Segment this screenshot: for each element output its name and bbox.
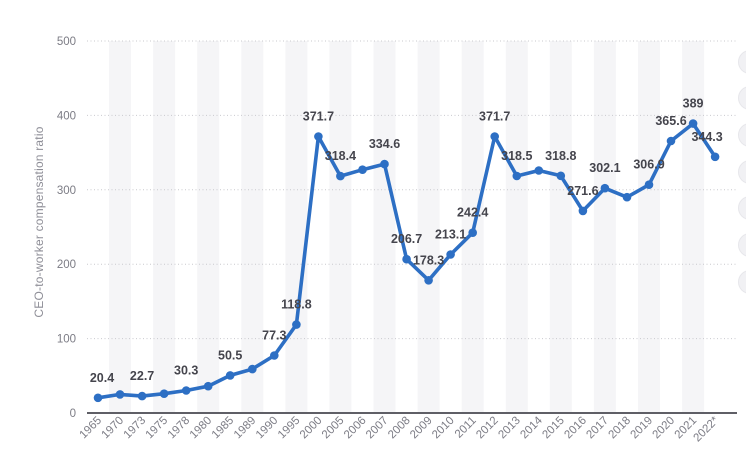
y-tick-label: 500 [57,36,76,48]
data-point[interactable] [446,250,455,259]
data-label: 318.4 [325,149,356,163]
category-stripes [109,41,705,413]
y-axis-labels: 0 100 200 300 400 500 [57,36,76,420]
x-tick-label: 2010 [430,415,457,442]
data-label: 178.3 [413,253,444,267]
data-point[interactable] [666,136,676,146]
x-tick-label: 1995 [276,415,303,442]
data-point[interactable] [402,254,411,264]
data-point[interactable] [292,320,301,329]
data-point[interactable] [336,171,345,181]
data-point[interactable] [468,228,478,237]
data-point[interactable] [622,192,632,202]
data-label: 344.3 [691,130,722,144]
data-point[interactable] [159,389,169,399]
x-tick-label: 1978 [166,415,193,442]
data-label: 302.1 [589,161,620,175]
data-point[interactable] [270,351,279,360]
x-tick-label: 2011 [453,415,479,441]
data-point[interactable] [115,390,125,399]
data-label: 206.7 [391,232,422,246]
data-point[interactable] [314,132,323,141]
x-tick-label: 2014 [518,414,545,441]
x-tick-label: 2013 [496,415,523,442]
x-tick-label: 2017 [584,415,611,442]
data-point[interactable] [578,206,588,216]
x-tick-label: 1990 [254,415,281,442]
x-tick-label: 2009 [408,415,435,442]
x-tick-label: 2018 [607,415,634,442]
data-point[interactable] [248,364,257,374]
y-tick-label: 0 [70,408,76,420]
data-point[interactable] [424,276,433,285]
data-point[interactable] [688,119,698,128]
data-label: 30.3 [174,364,198,378]
data-label: 118.8 [281,298,312,312]
data-point[interactable] [137,391,147,401]
x-tick-label: 1985 [210,415,237,442]
data-point[interactable] [490,132,500,141]
x-tick-label: 1970 [100,415,127,442]
data-point[interactable] [534,166,544,175]
data-label: 389 [683,97,704,111]
x-tick-label: 2019 [629,415,656,442]
x-tick-label: 2005 [320,415,347,442]
data-point[interactable] [181,386,191,395]
y-tick-label: 100 [57,334,76,346]
data-point[interactable] [512,171,522,181]
data-point[interactable] [358,165,367,174]
x-axis-labels: 1965197019731975197819801985198919901995… [78,414,722,444]
data-label: 77.3 [262,329,286,343]
x-tick-label: 1989 [232,415,259,442]
x-tick-label: 1980 [188,415,215,442]
y-tick-label: 200 [57,259,76,271]
data-label: 50.5 [218,348,242,362]
x-tick-label: 2020 [651,415,678,442]
data-label: 242.4 [457,206,488,220]
data-point[interactable] [93,393,103,403]
data-label: 213.1 [435,228,466,242]
data-label: 318.8 [545,149,576,163]
data-label: 271.6 [567,184,598,198]
x-tick-label: 2015 [540,415,567,442]
data-point[interactable] [644,180,654,189]
data-point[interactable] [600,183,610,193]
data-label: 22.7 [130,369,154,383]
x-tick-label: 2006 [342,415,369,442]
x-tick-label: 1975 [144,415,171,442]
y-tick-label: 300 [57,185,76,197]
x-tick-label: 2007 [364,415,391,442]
y-tick-label: 400 [57,110,76,122]
x-tick-label: 1965 [78,415,105,442]
data-label: 371.7 [303,110,334,124]
data-label: 306.9 [633,158,664,172]
x-tick-label: 2016 [562,415,589,442]
data-point[interactable] [225,371,235,380]
data-label: 371.7 [479,110,510,124]
x-tick-label: 2022* [691,414,721,444]
x-tick-label: 2012 [474,415,501,442]
data-label: 318.5 [501,149,532,163]
x-tick-label: 2008 [386,415,413,442]
data-point[interactable] [203,381,213,391]
data-label: 334.6 [369,137,400,151]
x-tick-label: 2000 [298,415,325,442]
data-label: 20.4 [90,371,114,385]
data-points [93,119,720,403]
data-label: 365.6 [655,114,686,128]
data-labels: 20.4 22.7 30.3 50.5 77.3 118.8 371.7 318.4 334.6… [90,97,723,385]
data-point[interactable] [710,152,720,162]
data-point[interactable] [556,171,566,181]
data-point[interactable] [380,159,389,169]
x-tick-label: 1973 [122,415,149,442]
